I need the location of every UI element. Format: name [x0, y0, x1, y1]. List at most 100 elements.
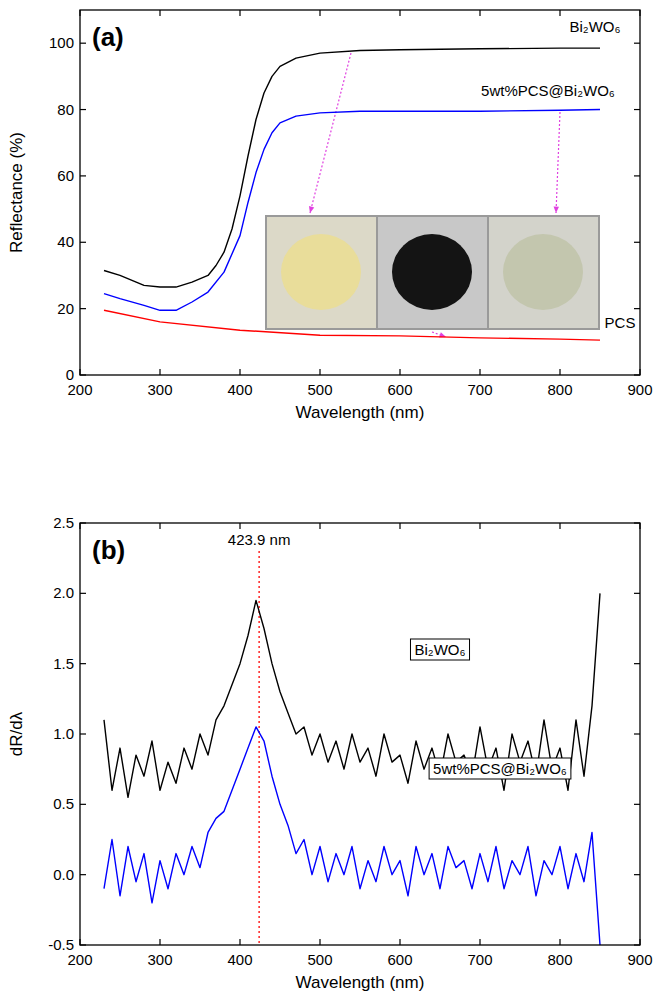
y-tick-label: 60 [57, 167, 74, 184]
x-tick [399, 523, 400, 529]
series-name: PCS [605, 314, 636, 331]
y-axis-title: dR/dλ [7, 711, 26, 756]
series-name: 5wt%PCS@Bi₂WO₆ [481, 82, 615, 99]
series-label: 5wt%PCS@Bi₂WO₆ [429, 758, 571, 779]
arrow-head [554, 206, 559, 213]
inset-photo [378, 217, 487, 328]
x-tick [239, 523, 240, 529]
plot-frame [80, 10, 640, 375]
x-tick-label: 500 [307, 951, 332, 968]
label-box [429, 758, 571, 779]
y-tick-label: 20 [57, 300, 74, 317]
figure: 200 300 400 500 600 700 800 900 0 20 40 60 80 100 Wave… [0, 0, 666, 999]
x-tick [239, 10, 240, 16]
y-axis-title: Reflectance (%) [7, 132, 26, 253]
y-tick [80, 308, 86, 309]
x-tick-label: 400 [227, 381, 252, 398]
series-name: 5wt%PCS@Bi₂WO₆ [433, 760, 567, 777]
pointer-arrow [310, 53, 351, 213]
series-line [104, 310, 600, 340]
x-tick-label: 200 [67, 951, 92, 968]
y-tick [80, 43, 86, 44]
powder-sample [503, 234, 583, 310]
x-tick [479, 10, 480, 16]
y-tick [634, 109, 640, 110]
x-tick [159, 369, 160, 375]
x-tick [559, 939, 560, 945]
x-tick-label: 800 [547, 381, 572, 398]
y-tick-label: 0.0 [53, 866, 74, 883]
y-tick [80, 663, 86, 664]
y-tick-label: 1.5 [53, 655, 74, 672]
y-tick [634, 43, 640, 44]
panel-letter: (a) [92, 22, 124, 52]
y-tick [634, 593, 640, 594]
annotation-text: 423.9 nm [228, 531, 291, 548]
y-tick [634, 242, 640, 243]
x-axis-title: Wavelength (nm) [296, 973, 425, 992]
y-tick [634, 175, 640, 176]
y-tick [634, 874, 640, 875]
pointer-arrow [556, 112, 560, 213]
x-tick [319, 523, 320, 529]
x-tick [319, 10, 320, 16]
series-line [104, 727, 600, 945]
x-tick [399, 10, 400, 16]
x-tick [559, 10, 560, 16]
x-tick [159, 523, 160, 529]
x-tick [159, 939, 160, 945]
y-tick [80, 874, 86, 875]
x-tick-label: 300 [147, 951, 172, 968]
x-tick [239, 939, 240, 945]
y-tick-label: 0.5 [53, 795, 74, 812]
x-tick [559, 523, 560, 529]
inset-photo [489, 217, 598, 328]
series-name: Bi₂WO₆ [569, 18, 620, 35]
y-tick-label: 2.0 [53, 584, 74, 601]
x-tick [159, 10, 160, 16]
label-box [410, 639, 469, 660]
y-tick-label: 100 [49, 34, 74, 51]
x-tick [319, 939, 320, 945]
x-tick-label: 900 [627, 381, 652, 398]
x-tick-label: 600 [387, 951, 412, 968]
x-tick-label: 300 [147, 381, 172, 398]
y-tick [80, 242, 86, 243]
x-tick-label: 600 [387, 381, 412, 398]
arrow-head [309, 206, 314, 213]
powder-sample [281, 234, 361, 310]
x-tick [399, 939, 400, 945]
y-tick-label: 40 [57, 233, 74, 250]
y-tick [634, 308, 640, 309]
inset-background [265, 215, 600, 330]
x-tick-label: 700 [467, 381, 492, 398]
x-tick-label: 800 [547, 951, 572, 968]
plot-frame [80, 523, 640, 945]
y-tick-label: 80 [57, 101, 74, 118]
y-tick [80, 804, 86, 805]
y-tick [80, 175, 86, 176]
x-tick [479, 939, 480, 945]
plot-area [104, 551, 600, 945]
x-tick-label: 400 [227, 951, 252, 968]
x-tick [319, 369, 320, 375]
inset-photo [267, 217, 376, 328]
x-tick [479, 369, 480, 375]
panel-1: 200300400500600700800900-0.50.00.51.01.5… [7, 514, 653, 992]
x-tick-label: 700 [467, 951, 492, 968]
x-tick [239, 369, 240, 375]
panel-letter: (b) [92, 535, 125, 565]
series-label: Bi₂WO₆ [410, 639, 469, 660]
x-axis-title: Wavelength (nm) [296, 403, 425, 422]
x-tick [479, 523, 480, 529]
y-tick [634, 733, 640, 734]
series-label: Bi₂WO₆ [569, 18, 620, 35]
y-tick [80, 593, 86, 594]
series-line [104, 110, 600, 311]
series-name: Bi₂WO₆ [414, 641, 465, 658]
y-tick-label: 0 [66, 366, 74, 383]
x-tick-label: 500 [307, 381, 332, 398]
y-tick [634, 804, 640, 805]
y-tick-label: -0.5 [48, 936, 74, 953]
x-tick [399, 369, 400, 375]
